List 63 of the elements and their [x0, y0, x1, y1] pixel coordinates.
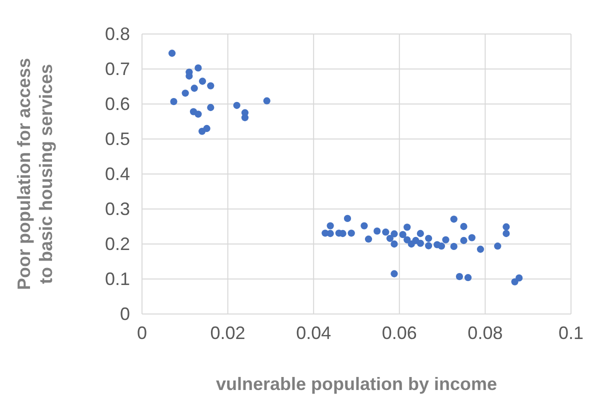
point: [399, 230, 406, 238]
point: [438, 242, 446, 250]
x-tick-label: 0.06: [382, 322, 417, 343]
point: [416, 230, 424, 238]
point: [182, 90, 189, 97]
y-tick-label: 0.6: [104, 94, 130, 114]
y-tick-label: 0.4: [104, 164, 130, 184]
point: [468, 234, 476, 242]
point: [194, 64, 202, 72]
point: [390, 270, 398, 278]
y-tick-label: 0: [120, 304, 130, 324]
point: [502, 230, 510, 238]
point: [263, 97, 270, 104]
x-tick-label: 0.02: [210, 322, 246, 343]
point: [464, 274, 472, 282]
point: [326, 230, 334, 238]
x-tick-label: 0.04: [296, 322, 332, 343]
point: [502, 223, 510, 230]
y-tick-label: 0.7: [104, 58, 130, 79]
x-tick-label: 0.1: [558, 322, 584, 343]
point: [425, 242, 432, 250]
point: [190, 84, 198, 92]
point: [374, 227, 381, 235]
point: [344, 214, 352, 222]
point: [404, 224, 411, 231]
y-tick-label: 0.8: [104, 24, 130, 44]
point: [386, 234, 394, 242]
point: [476, 246, 484, 253]
x-tick-label: 0.08: [468, 322, 503, 343]
point: [168, 50, 176, 57]
point: [198, 78, 206, 85]
point: [450, 216, 458, 223]
point: [425, 234, 432, 242]
point: [460, 222, 468, 230]
point: [416, 240, 424, 247]
point: [404, 236, 411, 244]
point: [348, 230, 355, 237]
y-tick-label: 0.5: [104, 128, 130, 149]
y-axis-title: Poor population for access to basic housing services: [14, 58, 56, 290]
point: [442, 236, 450, 244]
y-tick-label: 0.1: [104, 268, 130, 289]
point: [207, 82, 214, 90]
point: [241, 114, 249, 122]
point: [494, 242, 502, 250]
y-tick-label: 0.2: [104, 234, 130, 254]
x-axis-title: vulnerable population by income: [216, 374, 498, 394]
point: [233, 102, 240, 109]
point: [364, 236, 372, 243]
point: [326, 222, 334, 230]
point: [390, 240, 398, 248]
point: [170, 98, 178, 106]
point: [516, 274, 523, 282]
point: [194, 110, 202, 118]
point: [207, 104, 214, 112]
point: [390, 230, 398, 238]
point: [360, 222, 368, 230]
point: [382, 228, 390, 236]
point: [456, 272, 464, 280]
point: [450, 242, 458, 250]
x-tick-label: 0: [136, 322, 148, 343]
y-tick-label: 0.3: [104, 198, 130, 219]
point: [460, 236, 468, 244]
point: [198, 128, 206, 135]
